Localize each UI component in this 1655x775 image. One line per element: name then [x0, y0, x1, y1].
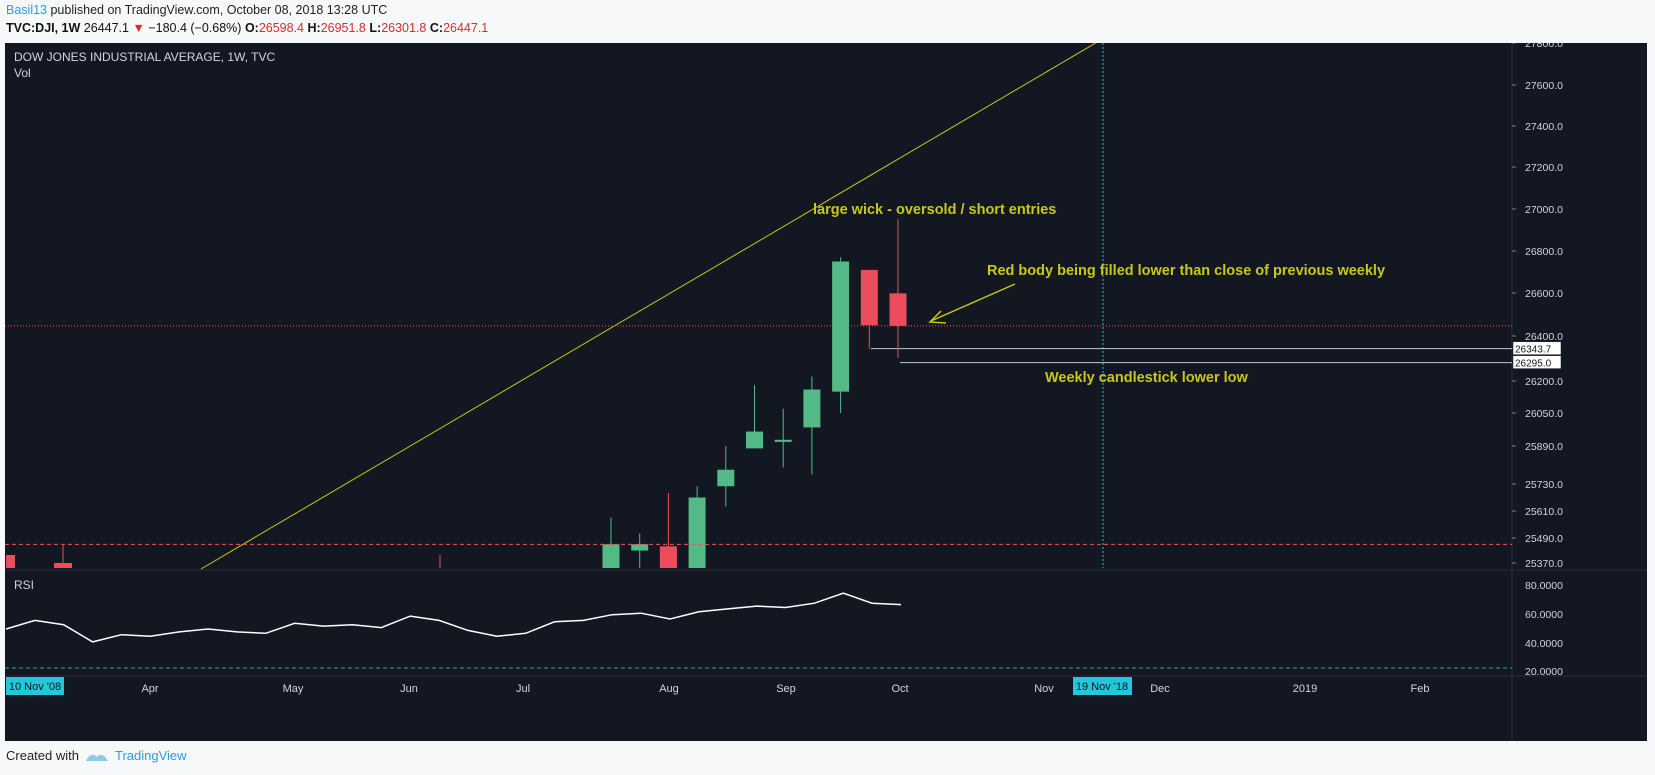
- price-tick-label: 26050.0: [1525, 408, 1563, 420]
- price-tick-label: 27400.0: [1525, 121, 1563, 133]
- date-badge-right-text: 19 Nov '18: [1076, 681, 1128, 693]
- tradingview-logo-icon: [85, 754, 108, 761]
- trendline: [200, 40, 1100, 570]
- candle-body: [774, 439, 792, 442]
- volume-bar: [6, 555, 15, 568]
- price-tick-label: 27600.0: [1525, 80, 1563, 92]
- high-value: 26951.8: [320, 21, 366, 35]
- candle-body: [746, 431, 763, 449]
- tradingview-link[interactable]: TradingView: [114, 748, 187, 763]
- candle-body: [631, 544, 649, 551]
- candle-body: [832, 261, 850, 392]
- price-change: −180.4 (−0.68%): [148, 21, 242, 35]
- candle-body: [717, 469, 735, 487]
- annotation-wick: large wick - oversold / short entries: [813, 202, 1056, 218]
- chart-title: DOW JONES INDUSTRIAL AVERAGE, 1W, TVC: [14, 50, 275, 64]
- time-tick-label: Nov: [1034, 683, 1054, 695]
- price-tick-label: 27800.0: [1525, 43, 1563, 50]
- rsi-tick-label: 40.0000: [1525, 638, 1563, 650]
- rsi-tick-label: 20.0000: [1525, 666, 1563, 678]
- price-tick-label: 25730.0: [1525, 479, 1563, 491]
- date-badge-right: [1073, 677, 1132, 695]
- price-tick-label: 26400.0: [1525, 331, 1563, 343]
- rsi-tick-label: 80.0000: [1525, 580, 1563, 592]
- price-tick-label: 25490.0: [1525, 533, 1563, 545]
- time-tick-label: Jun: [400, 683, 418, 695]
- time-tick-label: Dec: [1150, 683, 1170, 695]
- date-badge-left-text: 10 Nov '08: [9, 681, 61, 693]
- time-tick-label: 2019: [1293, 683, 1317, 695]
- candle-body: [602, 544, 620, 568]
- created-with-text: Created with: [6, 748, 79, 763]
- candle-body: [860, 269, 878, 326]
- volume-bar: [54, 563, 72, 568]
- level-label-text: 26295.0: [1515, 359, 1552, 370]
- low-value: 26301.8: [381, 21, 427, 35]
- rsi-tick-label: 60.0000: [1525, 609, 1563, 621]
- publisher-name[interactable]: Basil13: [6, 3, 47, 17]
- time-tick-label: Sep: [776, 683, 796, 695]
- symbol-label: TVC:DJI, 1W: [6, 21, 81, 35]
- down-arrow-icon: ▼: [132, 21, 145, 35]
- candle-body: [659, 546, 677, 568]
- last-price: 26447.1: [83, 21, 129, 35]
- date-badge-left: [6, 677, 64, 695]
- annotation-red-body: Red body being filled lower than close o…: [987, 263, 1385, 279]
- rsi-line: [5, 592, 902, 643]
- level-label-text: 26343.7: [1515, 345, 1552, 356]
- close-value: 26447.1: [443, 21, 489, 35]
- price-tick-label: 26800.0: [1525, 246, 1563, 258]
- time-tick-label: Feb: [1411, 683, 1430, 695]
- annotation-lower-low: Weekly candlestick lower low: [1045, 370, 1249, 386]
- price-tick-label: 25890.0: [1525, 441, 1563, 453]
- level-label-box: [1512, 341, 1562, 355]
- price-tick-label: 25370.0: [1525, 558, 1563, 570]
- price-tick-label: 27200.0: [1525, 162, 1563, 174]
- time-tick-label: Oct: [891, 683, 908, 695]
- time-tick-label: Jul: [516, 683, 530, 695]
- annotation-arrow-head: [928, 310, 947, 324]
- time-tick-label: Apr: [141, 683, 158, 695]
- level-label-box: [1512, 355, 1562, 369]
- candle-body: [688, 497, 706, 568]
- chart-canvas[interactable]: DOW JONES INDUSTRIAL AVERAGE, 1W, TVC Vo…: [5, 38, 1647, 741]
- candle-body: [803, 389, 821, 428]
- symbol-ohlc-line: TVC:DJI, 1W 26447.1 ▼ −180.4 (−0.68%) O:…: [6, 21, 488, 35]
- open-label: O:: [244, 21, 259, 35]
- price-tick-label: 26600.0: [1525, 288, 1563, 300]
- volume-label: Vol: [14, 66, 31, 80]
- rsi-label: RSI: [14, 578, 34, 592]
- high-label: H:: [307, 21, 321, 35]
- candle-body: [889, 293, 907, 326]
- time-tick-label: May: [283, 683, 304, 695]
- close-label: C:: [429, 21, 444, 35]
- open-value: 26598.4: [258, 21, 305, 35]
- price-tick-label: 25610.0: [1525, 506, 1563, 518]
- price-tick-label: 27000.0: [1525, 204, 1563, 216]
- published-text: published on TradingView.com, October 08…: [47, 3, 388, 17]
- low-label: L:: [369, 21, 382, 35]
- footer: Created with TradingView: [6, 748, 187, 763]
- chart-frame[interactable]: DOW JONES INDUSTRIAL AVERAGE, 1W, TVC Vo…: [5, 38, 1647, 741]
- time-tick-label: Aug: [659, 683, 679, 695]
- annotation-arrow: [930, 283, 1016, 322]
- publish-line: Basil13 published on TradingView.com, Oc…: [6, 3, 387, 17]
- price-tick-label: 26200.0: [1525, 376, 1563, 388]
